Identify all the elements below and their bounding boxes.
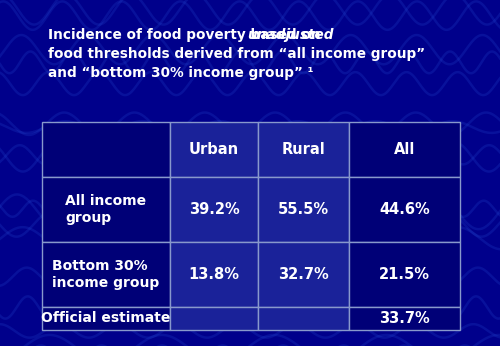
Bar: [170, 177, 258, 242]
Text: 21.5%: 21.5%: [379, 267, 430, 282]
Bar: [349, 242, 460, 307]
Text: 55.5%: 55.5%: [278, 202, 329, 217]
Text: All: All: [394, 142, 415, 157]
Text: Rural: Rural: [282, 142, 326, 157]
Bar: [258, 242, 349, 307]
Text: 44.6%: 44.6%: [379, 202, 430, 217]
Bar: [349, 122, 460, 177]
Text: food thresholds derived from “all income group”: food thresholds derived from “all income…: [48, 47, 425, 61]
Text: and “bottom 30% income group” ¹: and “bottom 30% income group” ¹: [48, 66, 314, 80]
Bar: [170, 122, 258, 177]
Bar: [170, 307, 258, 330]
Bar: [170, 242, 258, 307]
Text: Official estimate: Official estimate: [42, 311, 170, 326]
Text: All income
group: All income group: [66, 194, 146, 225]
Text: 33.7%: 33.7%: [379, 311, 430, 326]
Text: 13.8%: 13.8%: [188, 267, 240, 282]
Bar: [42, 177, 170, 242]
Bar: [258, 122, 349, 177]
Text: 39.2%: 39.2%: [188, 202, 240, 217]
Text: Urban: Urban: [189, 142, 239, 157]
Bar: [349, 177, 460, 242]
Bar: [42, 242, 170, 307]
Bar: [349, 307, 460, 330]
Bar: [42, 307, 170, 330]
Bar: [258, 307, 349, 330]
Text: unadjusted: unadjusted: [247, 28, 334, 42]
Text: Bottom 30%
income group: Bottom 30% income group: [52, 260, 160, 290]
Bar: [258, 177, 349, 242]
Text: 32.7%: 32.7%: [278, 267, 329, 282]
Text: Incidence of food poverty based on: Incidence of food poverty based on: [48, 28, 326, 42]
Bar: [42, 122, 170, 177]
